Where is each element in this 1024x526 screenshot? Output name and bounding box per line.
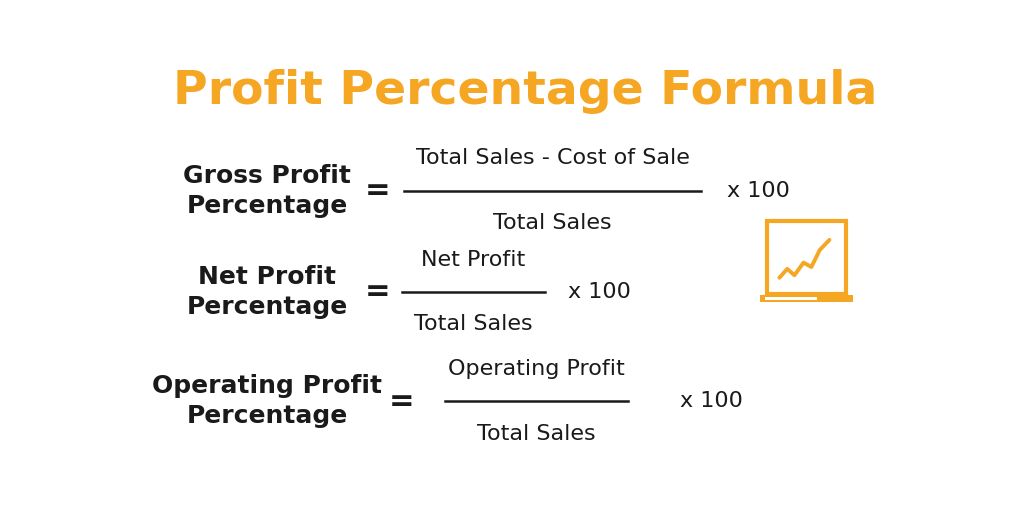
Text: Total Sales: Total Sales [477,423,596,443]
Text: Operating Profit: Operating Profit [449,359,625,379]
Text: x 100: x 100 [680,391,742,411]
Text: Profit Percentage Formula: Profit Percentage Formula [173,69,877,114]
Text: Total Sales: Total Sales [494,213,612,233]
Text: Total Sales - Cost of Sale: Total Sales - Cost of Sale [416,148,689,168]
Text: x 100: x 100 [727,181,791,201]
Text: Gross Profit
Percentage: Gross Profit Percentage [183,164,351,218]
Text: Total Sales: Total Sales [414,314,532,334]
Text: Net Profit
Percentage: Net Profit Percentage [186,265,347,319]
Bar [760,295,853,302]
Text: =: = [389,387,415,416]
Text: Operating Profit
Percentage: Operating Profit Percentage [152,375,382,428]
Bar [765,298,817,300]
Text: =: = [366,176,391,205]
Bar [767,221,846,294]
Text: x 100: x 100 [568,282,632,302]
Text: =: = [366,277,391,307]
Text: Net Profit: Net Profit [421,250,525,270]
